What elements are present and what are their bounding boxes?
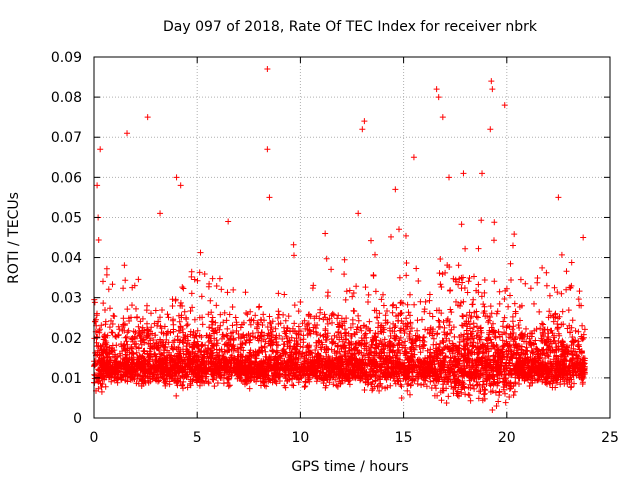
- y-tick-label: 0.04: [51, 251, 82, 267]
- data-point: [439, 114, 446, 121]
- data-point: [489, 406, 496, 413]
- y-tick-label: 0.05: [51, 210, 82, 226]
- x-tick-labels: 0 5 10 15 20 25: [90, 430, 619, 446]
- data-point: [435, 94, 442, 101]
- data-point: [157, 210, 164, 217]
- data-point: [264, 66, 271, 73]
- data-point: [124, 130, 131, 137]
- data-point: [460, 170, 467, 177]
- data-point: [97, 146, 104, 153]
- data-point: [177, 182, 184, 189]
- data-point: [359, 126, 366, 133]
- chart-title: Day 097 of 2018, Rate Of TEC Index for r…: [163, 19, 538, 35]
- plot-frame: [93, 56, 611, 419]
- data-point: [479, 170, 486, 177]
- data-point: [446, 174, 453, 181]
- data-point: [173, 174, 180, 181]
- data-point: [225, 218, 232, 225]
- y-tick-label: 0.01: [51, 371, 82, 387]
- data-point: [322, 230, 329, 237]
- x-tick-label: 5: [193, 430, 202, 446]
- x-tick-label: 0: [90, 430, 99, 446]
- axis-ticks: [93, 56, 611, 419]
- data-point: [488, 78, 495, 85]
- data-point: [410, 154, 417, 161]
- x-tick-label: 10: [291, 430, 309, 446]
- y-tick-label: 0.03: [51, 291, 82, 307]
- data-point: [144, 114, 151, 121]
- data-point: [392, 186, 399, 193]
- y-tick-label: 0.07: [51, 130, 82, 146]
- y-tick-label: 0.02: [51, 331, 82, 347]
- data-point: [433, 86, 440, 93]
- y-tick-label: 0.09: [51, 50, 82, 66]
- data-point: [580, 234, 587, 241]
- y-tick-label: 0.06: [51, 170, 82, 186]
- data-point: [489, 86, 496, 93]
- data-point: [501, 102, 508, 109]
- y-tick-label: 0: [73, 411, 82, 427]
- y-tick-label: 0.08: [51, 90, 82, 106]
- x-tick-label: 25: [601, 430, 619, 446]
- data-point: [355, 210, 362, 217]
- y-axis-label: ROTI / TECUs: [6, 192, 22, 284]
- x-tick-label: 20: [498, 430, 516, 446]
- x-axis-label: GPS time / hours: [291, 459, 408, 475]
- y-tick-labels: 0 0.01 0.02 0.03 0.04 0.05 0.06 0.07 0.08 0.09: [51, 50, 82, 427]
- x-tick-label: 15: [395, 430, 413, 446]
- data-point: [266, 194, 273, 201]
- data-point: [493, 402, 500, 409]
- data-point: [361, 118, 368, 125]
- highlight-points: [94, 66, 587, 413]
- data-point: [555, 194, 562, 201]
- data-point: [264, 146, 271, 153]
- data-point: [509, 242, 516, 249]
- data-point: [487, 126, 494, 133]
- data-point: [94, 182, 101, 189]
